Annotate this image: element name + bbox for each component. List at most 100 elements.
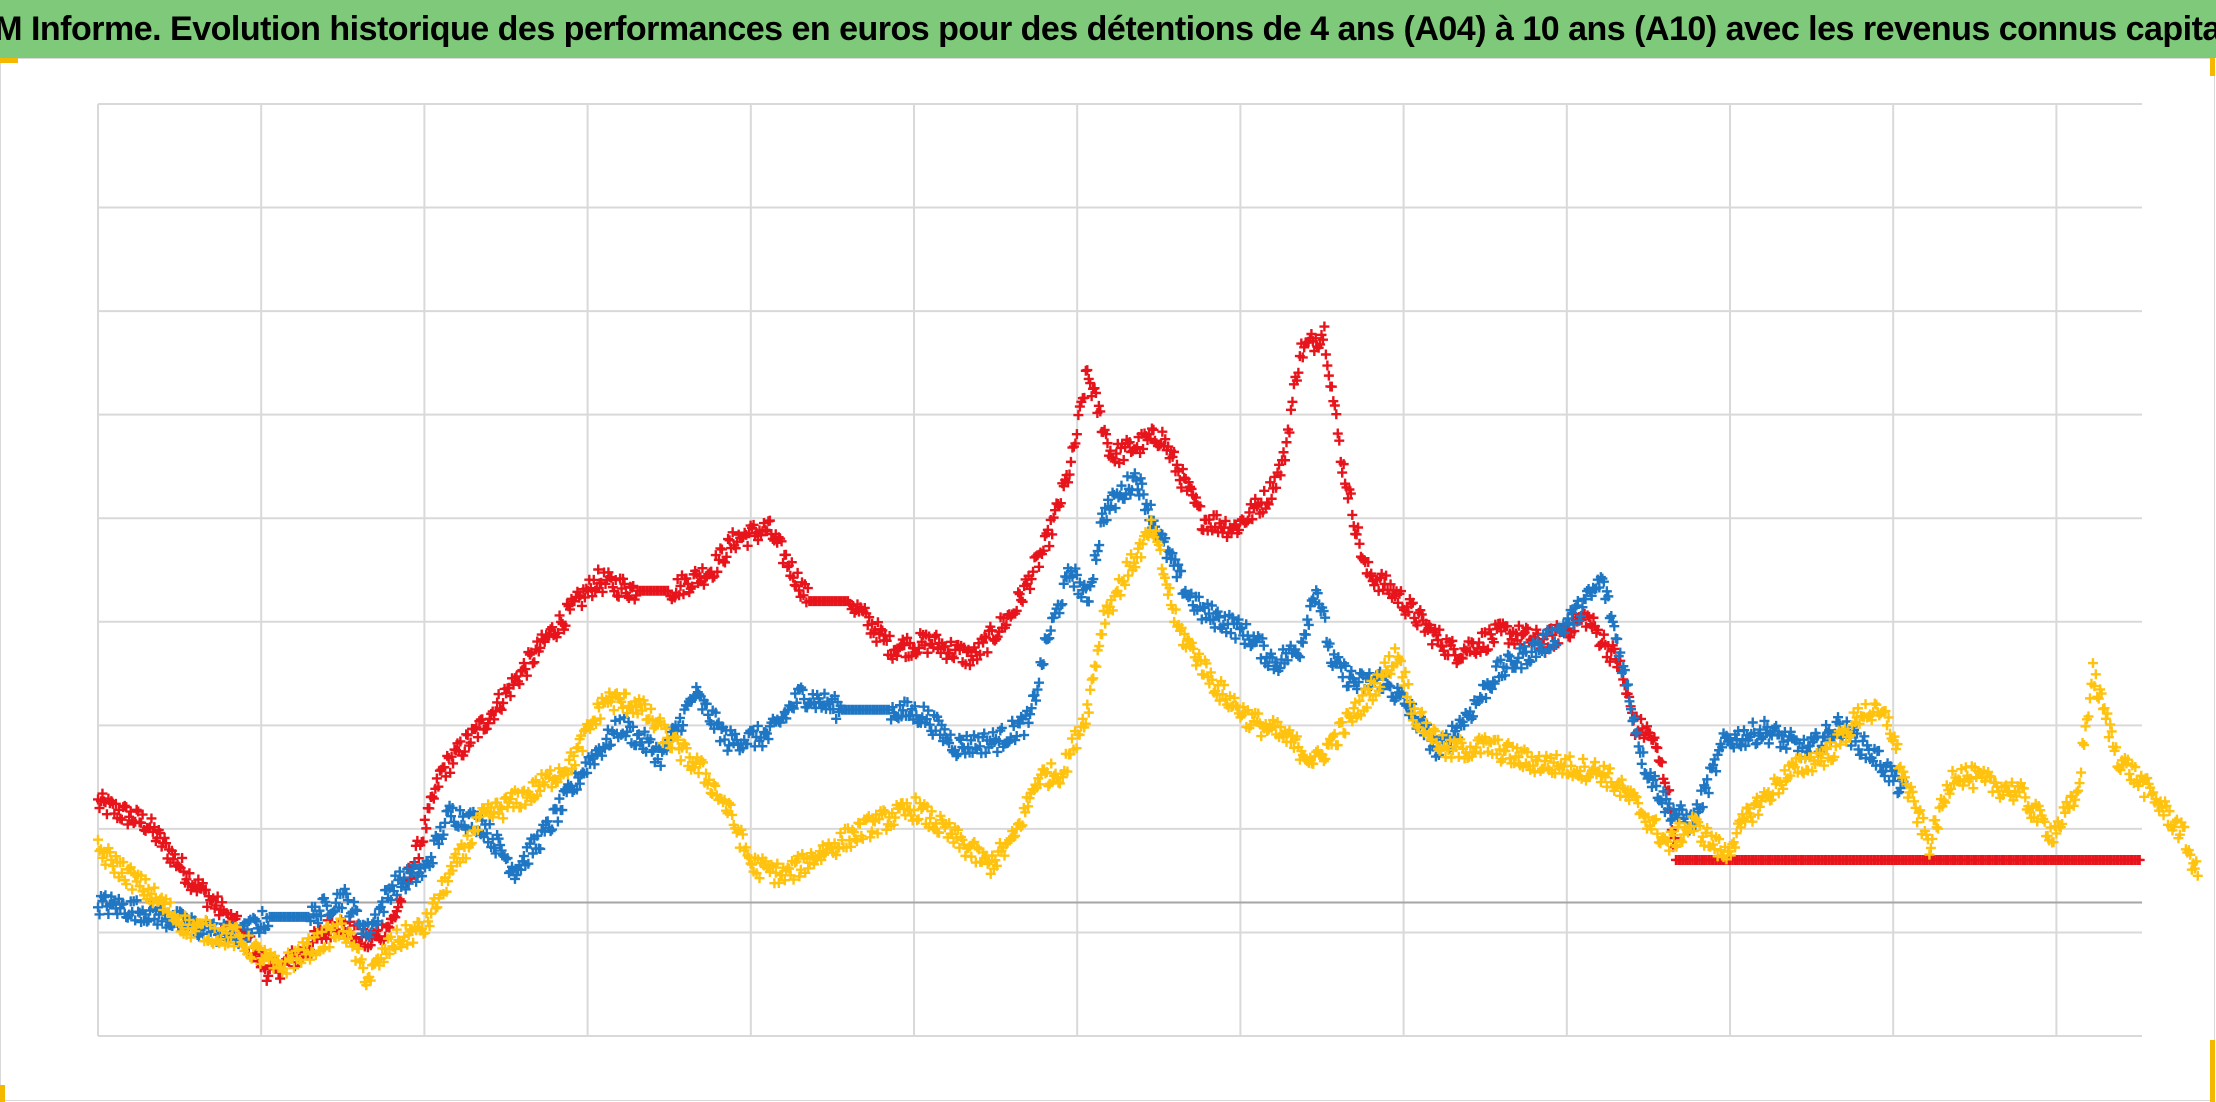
data-point-marker: [402, 939, 413, 950]
data-point-marker: [231, 922, 242, 933]
data-point-marker: [370, 909, 381, 920]
data-point-marker: [1725, 850, 1736, 861]
data-point-marker: [507, 861, 518, 872]
data-point-marker: [1759, 715, 1770, 726]
data-point-marker: [184, 868, 195, 879]
data-point-marker: [1753, 809, 1764, 820]
data-point-marker: [445, 767, 456, 778]
data-point-marker: [2102, 708, 2113, 719]
data-point-marker: [677, 720, 688, 731]
data-point-marker: [674, 712, 685, 723]
data-point-marker: [2115, 764, 2126, 775]
data-point-marker: [1073, 410, 1084, 421]
data-point-marker: [417, 871, 428, 882]
data-point-marker: [1258, 640, 1269, 651]
data-point-marker: [1083, 596, 1094, 607]
data-point-marker: [390, 944, 401, 955]
data-point-marker: [1539, 756, 1550, 767]
data-point-marker: [652, 754, 663, 765]
data-point-marker: [1317, 334, 1328, 345]
data-point-marker: [752, 720, 763, 731]
data-point-marker: [601, 733, 612, 744]
data-point-marker: [1652, 828, 1663, 839]
data-point-marker: [623, 592, 634, 603]
data-point-marker: [1598, 629, 1609, 640]
data-point-marker: [1385, 681, 1396, 692]
data-point-marker: [539, 780, 550, 791]
data-point-marker: [1176, 566, 1187, 577]
data-point-marker: [1010, 830, 1021, 841]
data-point-marker: [535, 642, 546, 653]
data-point-marker: [1033, 561, 1044, 572]
data-point-marker: [1615, 647, 1626, 658]
data-point-marker: [1400, 666, 1411, 677]
data-point-marker: [2168, 822, 2179, 833]
data-point-marker: [254, 927, 265, 938]
data-point-marker: [803, 863, 814, 874]
data-point-marker: [568, 750, 579, 761]
data-point-marker: [622, 726, 633, 737]
data-point-marker: [1029, 690, 1040, 701]
data-point-marker: [1129, 468, 1140, 479]
data-point-marker: [980, 747, 991, 758]
data-point-marker: [378, 956, 389, 967]
data-point-marker: [1055, 498, 1066, 509]
data-point-marker: [1416, 609, 1427, 620]
data-point-marker: [1646, 824, 1657, 835]
data-point-marker: [1082, 365, 1093, 376]
data-point-marker: [1700, 782, 1711, 793]
data-point-marker: [1308, 758, 1319, 769]
data-point-marker: [1297, 637, 1308, 648]
data-point-marker: [489, 714, 500, 725]
data-point-marker: [1509, 758, 1520, 769]
data-point-marker: [547, 824, 558, 835]
data-point-marker: [982, 858, 993, 869]
data-point-marker: [1179, 628, 1190, 639]
data-point-marker: [697, 704, 708, 715]
data-point-marker: [905, 638, 916, 649]
data-point-marker: [618, 573, 629, 584]
data-point-marker: [579, 592, 590, 603]
data-point-marker: [384, 948, 395, 959]
data-point-marker: [1394, 654, 1405, 665]
data-point-marker: [206, 895, 217, 906]
data-point-marker: [2068, 800, 2079, 811]
data-point-marker: [1482, 644, 1493, 655]
data-point-marker: [1456, 737, 1467, 748]
data-point-marker: [385, 931, 396, 942]
data-point-marker: [1034, 779, 1045, 790]
data-point-marker: [984, 856, 995, 867]
data-point-marker: [1079, 392, 1090, 403]
data-point-marker: [140, 874, 151, 885]
data-point-marker: [2185, 849, 2196, 860]
data-point-marker: [1909, 796, 1920, 807]
data-point-marker: [1023, 717, 1034, 728]
data-point-marker: [1206, 600, 1217, 611]
data-point-marker: [1176, 622, 1187, 633]
data-point-marker: [672, 734, 683, 745]
data-point-marker: [1631, 792, 1642, 803]
data-point-marker: [1519, 641, 1530, 652]
data-point-marker: [1095, 406, 1106, 417]
data-point-marker: [1500, 745, 1511, 756]
data-point-marker: [871, 636, 882, 647]
data-point-marker: [505, 691, 516, 702]
data-point-marker: [1649, 771, 1660, 782]
data-point-marker: [553, 627, 564, 638]
data-point-marker: [831, 713, 842, 724]
data-point-marker: [1668, 830, 1679, 841]
data-point-marker: [149, 882, 160, 893]
data-point-marker: [1337, 467, 1348, 478]
data-point-marker: [613, 591, 624, 602]
data-point-marker: [877, 625, 888, 636]
data-point-marker: [418, 836, 429, 847]
data-point-marker: [1281, 437, 1292, 448]
data-point-marker: [1247, 514, 1258, 525]
data-point-marker: [396, 942, 407, 953]
data-point-marker: [1662, 836, 1673, 847]
data-point-marker: [645, 703, 656, 714]
data-point-marker: [1164, 583, 1175, 594]
data-point-marker: [1094, 640, 1105, 651]
data-point-marker: [1137, 478, 1148, 489]
chart-title-bar: ADAM Informe. Evolution historique des p…: [0, 0, 2216, 58]
